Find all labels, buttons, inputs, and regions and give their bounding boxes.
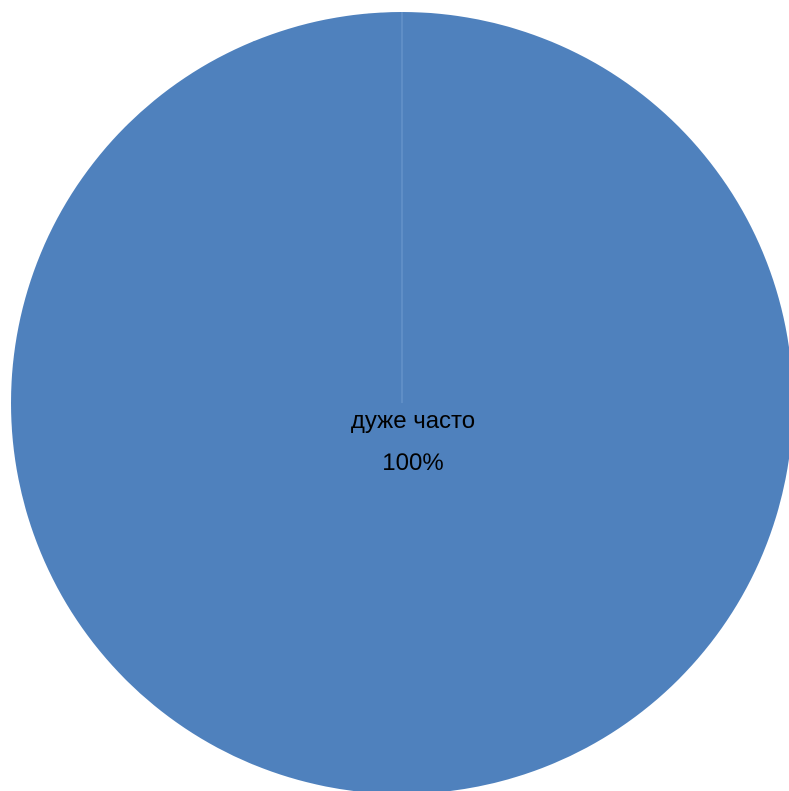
labels-layer: дуже часто 100% <box>351 407 475 476</box>
pie-slice-0 <box>11 12 789 791</box>
slices-layer <box>11 12 789 791</box>
pie-slice-category-label-0: дуже часто <box>351 407 475 434</box>
pie-slice-percent-label-0: 100% <box>382 449 443 476</box>
